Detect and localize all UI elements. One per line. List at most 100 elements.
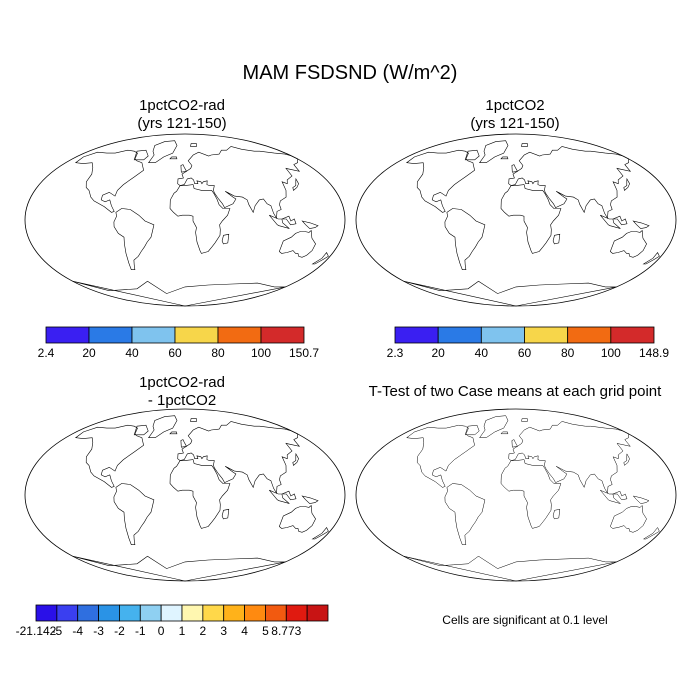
coastline-iceland xyxy=(169,431,178,435)
coastline-samerica xyxy=(113,483,155,545)
coastline-nz xyxy=(311,251,329,265)
globe-outline xyxy=(355,133,677,307)
colorbar-ctl-tick-label-0: 2.3 xyxy=(387,346,404,360)
coastline-africa xyxy=(500,459,562,529)
colorbar-rad-swatch-2 xyxy=(131,326,176,344)
coastline-africa xyxy=(500,184,562,254)
globe-background xyxy=(25,409,345,581)
coastline-madagascar xyxy=(552,233,561,245)
coastline-uk xyxy=(180,439,187,448)
panel-title-rad-line1: 1pctCO2-rad xyxy=(139,97,225,114)
colorbar-diff-swatch-11 xyxy=(265,604,287,622)
colorbar-rad-swatch-0 xyxy=(45,326,90,344)
colorbar-rad: 2.4 20 40 60 80 100 150.7 xyxy=(38,326,319,360)
colorbar-ctl-swatch-4 xyxy=(567,326,612,344)
colorbar-diff-tick-label-9: 3 xyxy=(220,624,227,638)
coastline-samerica xyxy=(113,208,155,270)
coastline-eurasia xyxy=(508,146,632,220)
panel-title-ctl-line2: (yrs 121-150) xyxy=(470,115,560,132)
coastline-greenland xyxy=(479,140,509,163)
coastline-japan xyxy=(292,177,299,191)
colorbar-diff-tick-label-0: -21.142 xyxy=(16,624,57,638)
coastline-baffin xyxy=(464,424,480,436)
colorbar-rad-swatch-4 xyxy=(217,326,262,344)
panel-title-rad: 1pctCO2-rad (yrs 121-150) xyxy=(22,97,342,133)
coastline-newguinea xyxy=(632,495,650,504)
panel-title-ctl-line1: 1pctCO2 xyxy=(485,97,545,114)
coastline-greenland xyxy=(479,415,509,438)
coastline-uk xyxy=(180,164,187,173)
colorbar-ctl-tick-label-6: 148.9 xyxy=(639,346,669,360)
globe-outline xyxy=(355,408,677,582)
coastline-newguinea xyxy=(632,220,650,229)
map-panel-ttest xyxy=(355,408,677,582)
globe-background xyxy=(356,409,676,581)
coastline-svalbard xyxy=(190,418,197,422)
globe-background xyxy=(356,134,676,306)
coastline-newguinea xyxy=(301,220,319,229)
colorbar-diff-swatch-13 xyxy=(306,604,329,622)
globe-background xyxy=(25,134,345,306)
coastline-svalbard xyxy=(521,143,528,147)
colorbar-diff-tick-label-5: -1 xyxy=(135,624,146,638)
colorbar-ctl-tick-label-2: 40 xyxy=(475,346,489,360)
colorbar-diff-tick-label-8: 2 xyxy=(200,624,207,638)
colorbar-diff-swatch-5 xyxy=(139,604,162,622)
coastline-iceland xyxy=(169,156,178,160)
coastline-greenland xyxy=(148,415,178,438)
coastline-namerica xyxy=(405,149,475,213)
globe-outline xyxy=(24,133,346,307)
colorbar-ctl-tick-label-4: 80 xyxy=(561,346,575,360)
colorbar-diff-tick-label-11: 5 xyxy=(262,624,269,638)
coastline-indonesia xyxy=(269,214,297,229)
colorbar-rad-swatch-3 xyxy=(174,326,219,344)
coastline-indonesia xyxy=(600,214,628,229)
coastline-africa xyxy=(169,184,231,254)
colorbar-ctl-swatch-2 xyxy=(480,326,525,344)
colorbar-ctl-swatch-0 xyxy=(394,326,439,344)
colorbar-diff-swatch-10 xyxy=(244,604,266,622)
coastline-uk xyxy=(511,164,518,173)
colorbar-diff-swatch-1 xyxy=(56,604,79,622)
colorbar-diff-tick-label-7: 1 xyxy=(179,624,186,638)
colorbar-diff-swatch-12 xyxy=(285,604,308,622)
coastline-greenland xyxy=(148,140,178,163)
colorbar-rad-tick-label-2: 40 xyxy=(125,346,139,360)
globe-outline xyxy=(24,408,346,582)
coastline-japan xyxy=(623,177,630,191)
coastline-namerica xyxy=(74,149,144,213)
coastline-nz xyxy=(642,527,660,540)
coastline-madagascar xyxy=(221,508,230,520)
colorbar-rad-tick-label-5: 100 xyxy=(251,346,271,360)
colorbar-ctl-tick-label-3: 60 xyxy=(518,346,532,360)
colorbar-rad-tick-label-0: 2.4 xyxy=(38,346,55,360)
colorbar-diff-swatch-0 xyxy=(35,604,58,622)
figure-title: MAM FSDSND (W/m^2) xyxy=(242,62,458,84)
colorbar-diff-tick-label-12: 8.773 xyxy=(271,624,301,638)
colorbar-diff-swatch-9 xyxy=(223,604,245,622)
coastline-eurasia xyxy=(177,421,301,495)
colorbar-diff-swatch-4 xyxy=(119,604,141,622)
coastline-japan xyxy=(292,452,299,466)
coastline-australia xyxy=(278,504,316,533)
coastline-namerica xyxy=(406,424,475,488)
coastline-australia xyxy=(610,504,647,533)
significance-note: Cells are significant at 0.1 level xyxy=(442,613,608,627)
colorbar-ctl-swatch-1 xyxy=(437,326,482,344)
coastline-svalbard xyxy=(521,418,528,422)
coastline-namerica xyxy=(74,424,144,488)
coastline-australia xyxy=(278,229,316,258)
colorbar-diff-tick-label-2: -4 xyxy=(72,624,83,638)
coastline-samerica xyxy=(444,208,486,270)
colorbar-ctl-swatch-5 xyxy=(610,326,655,344)
coastline-iceland xyxy=(500,156,509,160)
panel-title-diff-line2: - 1pctCO2 xyxy=(147,392,217,409)
colorbar-ctl-tick-label-5: 100 xyxy=(601,346,621,360)
coastline-indonesia xyxy=(269,489,297,504)
coastline-indonesia xyxy=(600,489,628,504)
map-panel-diff xyxy=(24,408,346,582)
coastline-australia xyxy=(609,229,647,258)
colorbar-rad-tick-label-4: 80 xyxy=(211,346,225,360)
panel-title-ctl: 1pctCO2 (yrs 121-150) xyxy=(355,97,675,133)
coastline-samerica xyxy=(444,483,486,545)
